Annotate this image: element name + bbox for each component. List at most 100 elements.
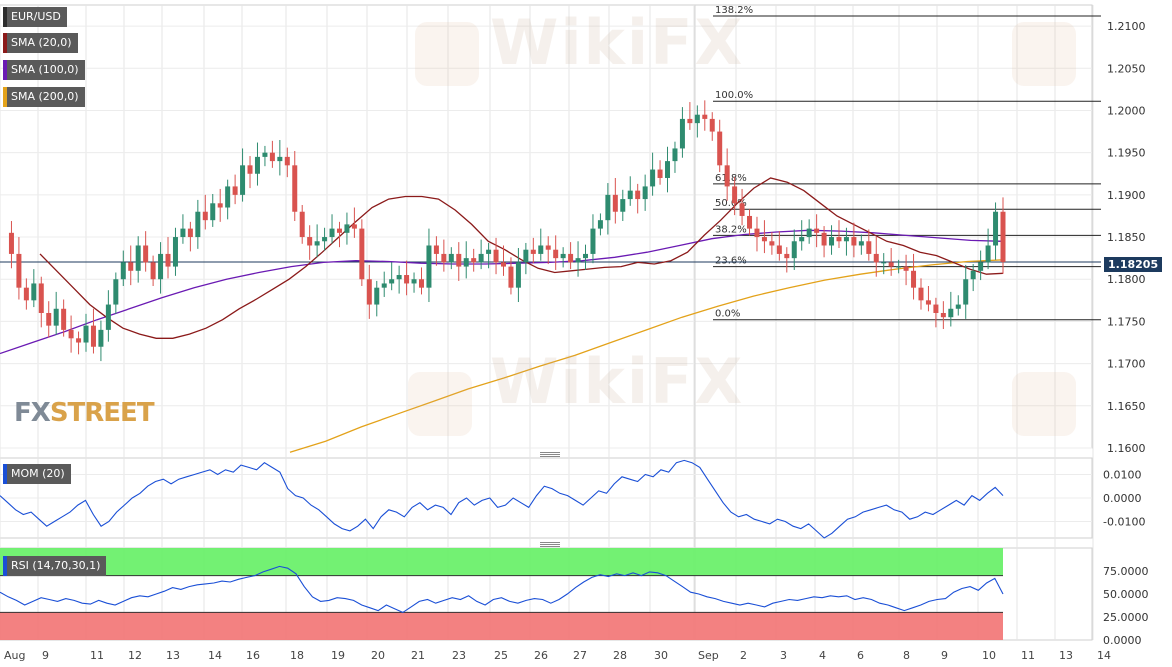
candle-body xyxy=(314,241,320,246)
candle-body xyxy=(486,249,492,254)
sma200-legend[interactable]: SMA (200,0) xyxy=(3,87,85,107)
mom-tick-label: 0.0100 xyxy=(1103,468,1142,481)
fib-level-label: 0.0% xyxy=(715,309,740,320)
rsi-legend[interactable]: RSI (14,70,30,1) xyxy=(3,556,107,576)
sma20-legend[interactable]: SMA (20,0) xyxy=(3,33,78,53)
x-tick-label: 20 xyxy=(371,649,385,662)
candle-body xyxy=(165,253,171,267)
candle-body xyxy=(523,249,529,263)
candle-body xyxy=(605,194,611,221)
candle-body xyxy=(933,304,939,313)
candle-body xyxy=(963,279,969,305)
candle-body xyxy=(538,245,544,254)
candle-body xyxy=(329,228,335,238)
sma-20-line xyxy=(39,177,1004,339)
candle-body xyxy=(90,325,96,347)
price-tick-label: 1.1600 xyxy=(1107,442,1146,455)
candle-body xyxy=(679,118,685,149)
price-tick-label: 1.1650 xyxy=(1107,400,1146,413)
price-tick-label: 1.2100 xyxy=(1107,20,1146,33)
x-tick-label: 10 xyxy=(982,649,996,662)
candle-body xyxy=(210,203,216,221)
candle-body xyxy=(940,312,946,318)
x-tick-label: 21 xyxy=(411,649,425,662)
mom-tick-label: -0.0100 xyxy=(1103,516,1145,529)
candle-body xyxy=(463,258,469,267)
candle-body xyxy=(307,237,313,246)
x-tick-label: 25 xyxy=(494,649,508,662)
sma-20-polyline xyxy=(39,177,1004,339)
x-tick-label: 11 xyxy=(90,649,104,662)
mom-polyline xyxy=(0,459,1004,539)
x-tick-label: 4 xyxy=(819,649,826,662)
mom-legend[interactable]: MOM (20) xyxy=(3,464,71,484)
mom-tick-label: 0.0000 xyxy=(1103,492,1142,505)
fibonacci-levels: 138.2% 100.0% 61.8% 50.0% 38.2% 23.6% 0.0% xyxy=(0,5,1101,321)
candle-body xyxy=(351,224,357,229)
candle-body xyxy=(568,253,574,263)
candle-body xyxy=(381,283,387,288)
sma100-label: SMA (100,0) xyxy=(7,60,85,80)
candle-body xyxy=(254,156,260,174)
candle-body xyxy=(284,156,290,166)
candle-body xyxy=(694,114,700,124)
candle-body xyxy=(232,186,238,195)
candle-body xyxy=(970,270,976,280)
candle-body xyxy=(978,262,984,271)
candle-body xyxy=(433,245,439,254)
candle-body xyxy=(277,156,283,162)
candle-body xyxy=(217,203,223,208)
candle-body xyxy=(366,279,372,305)
last-price-tag: 1.18205 xyxy=(1104,257,1163,272)
candle-body xyxy=(583,253,589,259)
candle-body xyxy=(888,262,894,267)
candle-body xyxy=(612,194,618,212)
candle-body xyxy=(560,253,566,259)
candle-body xyxy=(135,245,141,271)
panel-resize-handle[interactable] xyxy=(540,542,560,547)
x-tick-label: 28 xyxy=(613,649,627,662)
candle-body xyxy=(530,249,536,254)
rsi-label: RSI (14,70,30,1) xyxy=(7,556,107,576)
fib-level-label: 138.2% xyxy=(715,5,753,16)
x-tick-label: Aug xyxy=(4,649,25,662)
sma100-legend[interactable]: SMA (100,0) xyxy=(3,60,85,80)
candle-body xyxy=(262,152,268,157)
candle-body xyxy=(396,275,402,280)
candle-body xyxy=(172,237,178,267)
candle-body xyxy=(575,258,581,263)
candle-body xyxy=(702,114,708,119)
candle-body xyxy=(411,279,417,284)
candle-body xyxy=(441,253,447,263)
candle-body xyxy=(911,270,917,288)
symbol-legend[interactable]: EUR/USD xyxy=(3,7,67,27)
candle-body xyxy=(31,283,37,301)
candle-body xyxy=(150,262,156,280)
candle-body xyxy=(471,258,477,263)
candle-body xyxy=(635,190,641,200)
sma200-swatch xyxy=(3,87,7,107)
x-tick-label: 2 xyxy=(740,649,747,662)
candle-body xyxy=(23,287,29,301)
candle-body xyxy=(418,279,424,288)
candle-body xyxy=(829,237,835,246)
candle-body xyxy=(322,237,328,242)
panel-resize-handle[interactable] xyxy=(540,452,560,457)
x-tick-label: 16 xyxy=(246,649,260,662)
x-tick-label: 19 xyxy=(331,649,345,662)
candle-body xyxy=(806,228,812,238)
fib-level-label: 50.0% xyxy=(715,198,747,209)
candle-body xyxy=(784,253,790,259)
fxstreet-logo: FXSTREET xyxy=(14,398,155,428)
candle-body xyxy=(336,228,342,233)
wikifx-watermark: WikiFX xyxy=(490,345,745,418)
x-tick-label: 12 xyxy=(128,649,142,662)
candle-body xyxy=(98,329,104,347)
price-tick-label: 1.1850 xyxy=(1107,231,1146,244)
candle-body xyxy=(478,253,484,263)
candle-body xyxy=(195,211,201,238)
price-tick-label: 1.1900 xyxy=(1107,189,1146,202)
x-tick-label: 9 xyxy=(941,649,948,662)
candle-body xyxy=(128,262,134,271)
sma20-swatch xyxy=(3,33,7,53)
